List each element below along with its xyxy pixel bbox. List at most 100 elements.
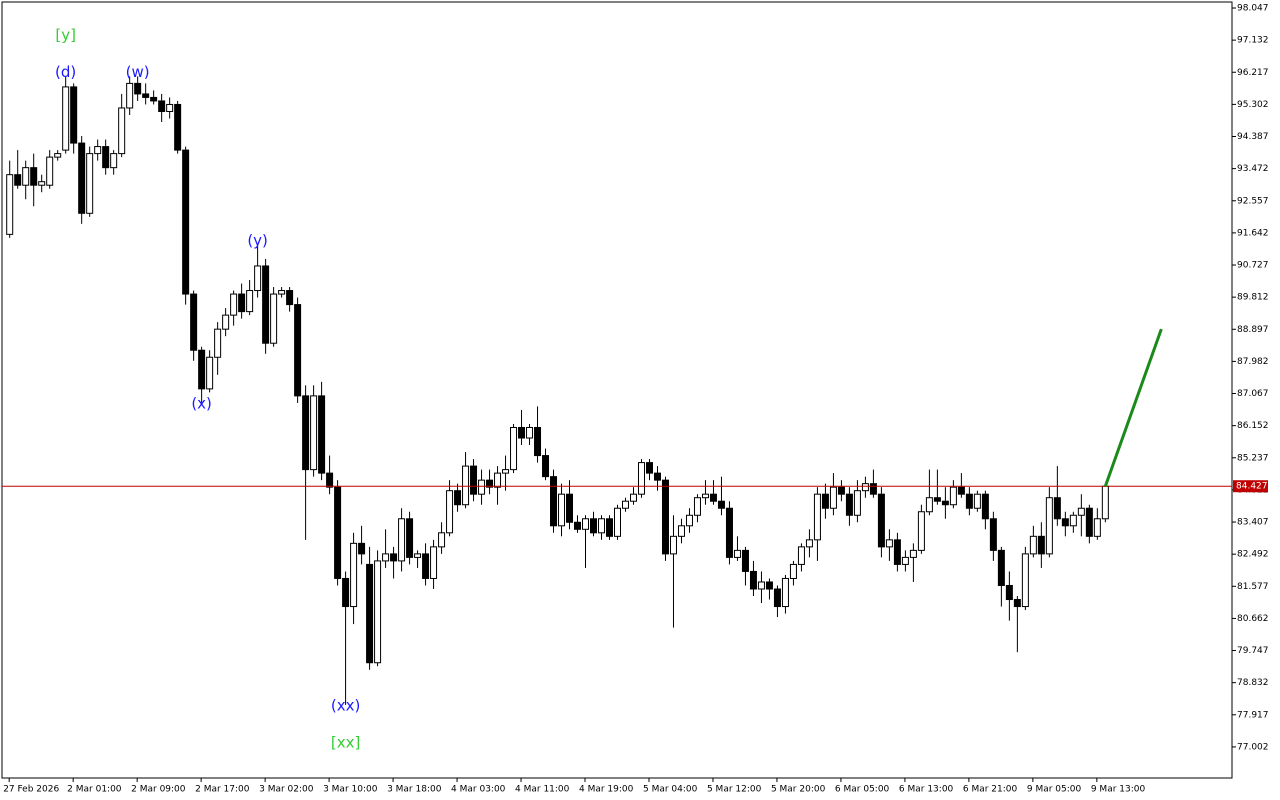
- candle-body: [1005, 584, 1013, 601]
- candle-body: [989, 518, 997, 551]
- candle-body: [374, 560, 382, 664]
- candle-body: [550, 476, 558, 527]
- candle-body: [877, 493, 885, 548]
- candle-body: [645, 462, 653, 474]
- candle-body: [590, 518, 598, 534]
- candle-body: [909, 549, 917, 558]
- y-tick-label: 87.067: [1237, 389, 1269, 399]
- candle-body: [1013, 599, 1021, 608]
- candle-body: [38, 181, 46, 186]
- x-tick-label: 5 Mar 04:00: [643, 785, 698, 795]
- candle-body: [302, 395, 310, 471]
- candle-body: [629, 493, 637, 502]
- candle-body: [54, 153, 62, 158]
- y-tick-label: 92.557: [1237, 196, 1269, 206]
- candle-body: [1093, 518, 1101, 537]
- candle-body: [382, 553, 390, 562]
- candle-body: [254, 265, 262, 292]
- wave-label: (d): [55, 63, 76, 81]
- candle-body: [949, 486, 957, 506]
- candle-body: [997, 549, 1005, 586]
- candle-body: [1021, 553, 1029, 608]
- y-tick-label: 80.662: [1237, 614, 1269, 624]
- candle-body: [653, 472, 661, 481]
- x-tick-label: 6 Mar 13:00: [899, 785, 954, 795]
- candle-body: [669, 535, 677, 555]
- candle-body: [78, 142, 86, 214]
- x-tick-label: 4 Mar 11:00: [515, 785, 570, 795]
- candle-body: [62, 86, 70, 151]
- wave-label: (w): [126, 63, 150, 81]
- candle-body: [765, 581, 773, 590]
- y-tick-label: 93.472: [1237, 164, 1269, 174]
- candle-body: [598, 518, 606, 534]
- y-tick-label: 77.917: [1237, 710, 1269, 720]
- candle-body: [1061, 518, 1069, 527]
- candle-body: [334, 486, 342, 579]
- candle-body: [318, 395, 326, 474]
- candle-body: [310, 395, 318, 471]
- candle-body: [270, 293, 278, 344]
- candle-body: [246, 290, 254, 313]
- candle-body: [1101, 485, 1109, 520]
- candle-body: [805, 539, 813, 548]
- price-label: 84.427: [1236, 482, 1268, 492]
- candle-body: [821, 493, 829, 509]
- candle-body: [206, 356, 214, 390]
- plot-frame: [1, 1, 1233, 779]
- candle-body: [757, 581, 765, 590]
- y-tick-label: 96.217: [1237, 68, 1269, 78]
- y-tick-label: 77.002: [1237, 742, 1269, 752]
- candle-body: [446, 490, 454, 534]
- y-tick-label: 85.237: [1237, 453, 1269, 463]
- candle-body: [190, 293, 198, 351]
- candle-body: [486, 479, 494, 488]
- candle-body: [326, 472, 334, 488]
- candle-body: [198, 349, 206, 390]
- candle-body: [534, 426, 542, 457]
- y-tick-label: 78.832: [1237, 678, 1269, 688]
- candle-body: [797, 546, 805, 565]
- candle-body: [981, 493, 989, 520]
- y-tick-label: 82.492: [1237, 550, 1269, 560]
- candle-body: [637, 462, 645, 495]
- candle-body: [933, 497, 941, 502]
- candle-body: [286, 290, 294, 306]
- candle-body: [941, 500, 949, 506]
- candle-body: [853, 490, 861, 516]
- y-tick-label: 81.577: [1237, 582, 1269, 592]
- wave-label: (x): [191, 394, 212, 412]
- candle-body: [126, 82, 134, 109]
- x-tick-label: 2 Mar 01:00: [67, 785, 122, 795]
- candle-body: [454, 490, 462, 506]
- candle-body: [733, 549, 741, 558]
- candle-body: [398, 518, 406, 562]
- candle-body: [582, 518, 590, 530]
- candle-body: [965, 493, 973, 509]
- candle-body: [406, 518, 414, 558]
- x-tick-label: 3 Mar 18:00: [387, 785, 442, 795]
- candle-body: [422, 553, 430, 579]
- candle-body: [358, 542, 366, 555]
- candle-body: [30, 167, 38, 186]
- candle-body: [829, 486, 837, 509]
- x-tick-label: 2 Mar 09:00: [131, 785, 186, 795]
- candle-body: [709, 493, 717, 502]
- candle-body: [781, 577, 789, 608]
- candle-body: [430, 546, 438, 579]
- forecast-line: [1103, 328, 1163, 487]
- candle-body: [542, 455, 550, 478]
- candle-body: [502, 469, 510, 474]
- candle-body: [526, 426, 534, 439]
- candle-body: [813, 493, 821, 541]
- candle-body: [134, 82, 142, 95]
- wave-label: [xx]: [331, 733, 360, 751]
- candle-body: [837, 486, 845, 495]
- x-tick-label: 2 Mar 17:00: [195, 785, 250, 795]
- y-tick-label: 97.132: [1237, 36, 1269, 46]
- candle-body: [1037, 535, 1045, 555]
- candle-body: [741, 549, 749, 572]
- candle-body: [46, 156, 54, 186]
- x-tick-label: 3 Mar 10:00: [323, 785, 378, 795]
- y-tick-label: 89.812: [1237, 293, 1269, 303]
